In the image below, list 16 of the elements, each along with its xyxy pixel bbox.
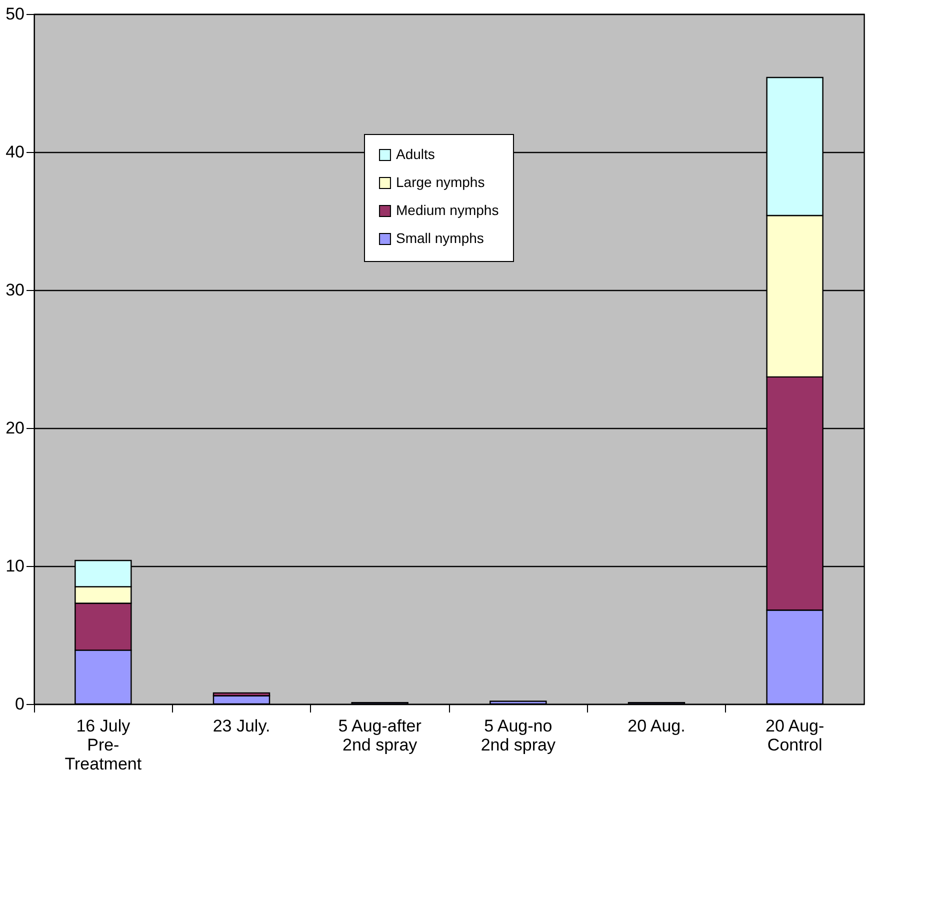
x-tick-label: 5 Aug-after 2nd spray xyxy=(338,716,422,754)
legend-label: Medium nymphs xyxy=(396,202,499,218)
legend-label: Adults xyxy=(396,146,435,162)
y-tick-label: 0 xyxy=(15,694,24,714)
y-tick-label: 40 xyxy=(6,142,24,162)
x-tick-label: 5 Aug-no 2nd spray xyxy=(480,716,556,754)
x-tick-label: 23 July. xyxy=(212,716,270,736)
y-tick-label: 20 xyxy=(6,418,24,438)
y-tick-label: 50 xyxy=(6,4,24,24)
x-tick-label: 16 July Pre- Treatment xyxy=(64,716,142,774)
legend-label: Small nymphs xyxy=(396,230,484,246)
x-tick-label: 20 Aug. xyxy=(628,716,686,736)
y-tick-label: 30 xyxy=(6,280,24,300)
x-tick-label: 20 Aug- Control xyxy=(766,716,824,754)
legend-label: Large nymphs xyxy=(396,174,485,190)
y-tick-label: 10 xyxy=(6,556,24,576)
